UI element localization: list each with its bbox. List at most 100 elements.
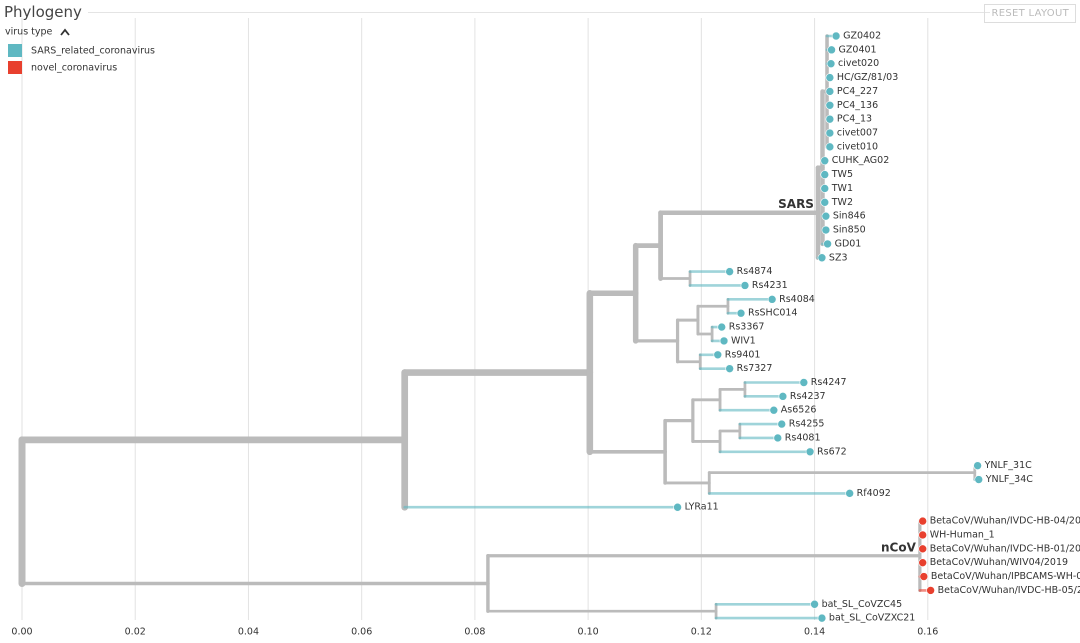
tip-label: PC4_136 [837,100,878,111]
tip-label: Rs4084 [779,294,815,305]
tip [825,142,835,152]
tip [918,558,927,567]
tip-label: bat_SL_CoVZC45 [822,599,903,610]
tip-label: Rs7327 [737,363,773,374]
tip-label: YNLF_34C [985,474,1034,485]
tip-label: BetaCoV/Wuhan/IPBCAMS-WH-01/2 [931,571,1080,582]
tip-label: civet010 [837,141,878,152]
tip [820,170,830,179]
tip [918,516,927,526]
clade-label: SARS [778,197,814,211]
tip [821,225,831,235]
tip [817,613,827,623]
tip-label: Rs4255 [789,419,825,430]
panel-title: Phylogeny [4,3,82,21]
tip-label: GZ0401 [839,44,877,55]
tip [719,336,729,346]
tip-label: Rs672 [817,446,847,457]
x-tick-label: 0.16 [917,627,938,638]
tip-label: BetaCoV/Wuhan/IVDC-HB-05/2019 [938,585,1080,596]
x-tick-label: 0.08 [464,627,485,638]
tip [918,530,927,540]
tip [769,405,779,415]
tip-label: GZ0402 [843,31,881,42]
tip-label: WIV1 [731,335,756,346]
tip-label: bat_SL_CoVZXC21 [829,613,915,624]
tip-label: YNLF_31C [984,460,1033,471]
reset-layout-button[interactable]: RESET LAYOUT [984,4,1076,23]
tip [845,489,854,498]
tip-label: TW5 [831,169,853,180]
tip [767,295,777,304]
tip [820,198,830,207]
tip [825,114,835,124]
tip [918,544,927,554]
x-tick-label: 0.06 [351,627,372,638]
tip-label: Sin850 [833,225,866,236]
legend-label: novel_coronavirus [31,63,117,74]
tip-label: PC4_227 [837,86,878,97]
tip-label: HC/GZ/81/03 [837,72,898,83]
tip [725,364,734,373]
legend-swatch [8,44,22,57]
tip [974,475,984,484]
tip [825,101,835,110]
tip [821,211,831,221]
tip [919,572,929,581]
tip-label: civet020 [838,58,879,69]
tip [799,378,809,387]
tip [673,502,682,512]
tip [725,267,734,276]
tip [805,447,815,457]
tip [831,31,841,41]
tip-label: Rs4081 [785,432,821,443]
branches [18,34,981,620]
tip-label: BetaCoV/Wuhan/IVDC-HB-01/2019 [930,543,1080,554]
tip [713,350,723,360]
tip [773,433,783,443]
tip [926,586,935,595]
tip [810,599,819,609]
x-tick-label: 0.14 [804,627,825,638]
tip-label: As6526 [781,405,817,416]
tip-label: BetaCoV/Wuhan/WIV04/2019 [930,557,1068,568]
tip [736,308,746,318]
tip-label: Rs4231 [752,280,788,291]
tip-label: Rs9401 [725,349,761,360]
divider [88,12,990,13]
tip [826,59,836,69]
tip-label: Rs3367 [729,322,765,333]
tip-label: Sin846 [833,211,866,222]
tip [777,419,787,429]
tip [820,156,830,166]
tip-label: WH-Human_1 [930,529,995,540]
tip-label: PC4_13 [837,114,872,125]
tip [825,73,835,82]
clade-label: nCoV [881,540,917,554]
tip-label: Rs4237 [790,391,826,402]
x-tick-label: 0.02 [125,627,146,638]
x-tick-label: 0.10 [578,627,599,638]
x-tick-label: 0.12 [691,627,712,638]
legend-swatch [8,61,22,74]
tip [817,253,827,263]
tip [823,239,832,249]
tip-label: CUHK_AG02 [832,155,890,166]
tip-label: Rs4874 [737,266,773,277]
tip-label: TW2 [831,197,853,208]
tip-label: RsSHC014 [748,308,798,319]
tip-label: Rs4247 [811,377,847,388]
tip [778,392,788,401]
tips: SARS GZ0402 GZ0401 civet020 HC/GZ/81/03 PC4_2… [673,31,1080,624]
legend-label: SARS_related_coronavirus [31,46,155,57]
tip-label: Rf4092 [857,488,891,499]
tip [827,45,836,55]
tip [825,87,835,96]
tip-label: civet007 [837,128,878,139]
tip [825,128,835,138]
tip-label: SZ3 [829,252,848,263]
tip-label: TW1 [831,183,853,194]
legend-toggle[interactable] [60,28,70,36]
